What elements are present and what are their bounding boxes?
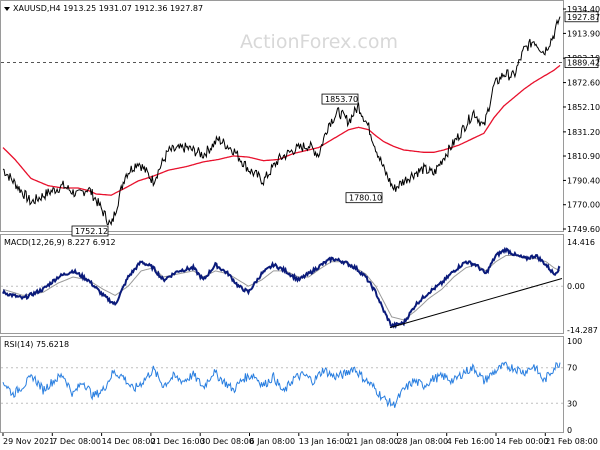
macd-y-axis: 14.416 0.00 -14.287 <box>567 238 598 335</box>
moving-average-line <box>2 64 561 196</box>
main-y-tick-label: 1770.00 <box>567 201 600 210</box>
x-tick-label: 21 Feb 08:00 <box>545 437 597 446</box>
x-tick-label: 4 Feb 16:00 <box>447 437 494 446</box>
main-y-tick-label: 1934.40 <box>567 5 600 14</box>
macd-signal-line <box>2 255 561 321</box>
x-tick-label: 30 Dec 08:00 <box>200 437 254 446</box>
annotation-1752-label: 1752.12 <box>75 227 108 236</box>
macd-y-tick-label: 0.00 <box>567 282 585 291</box>
rsi-y-axis: 100 70 30 0 <box>567 337 582 435</box>
macd-trendline <box>389 278 563 329</box>
x-tick-label: 29 Nov 2021 <box>3 437 54 446</box>
main-header: XAUUSD,H4 1913.25 1931.07 1912.36 1927.8… <box>4 4 203 13</box>
x-tick-label: 21 Dec 16:00 <box>151 437 205 446</box>
macd-panel-frame <box>0 234 564 334</box>
rsi-panel-frame <box>0 336 564 433</box>
main-y-tick-label: 1852.10 <box>567 103 600 112</box>
x-tick-label: 14 Dec 08:00 <box>102 437 156 446</box>
annotation-1853: 1853.70 <box>321 93 359 105</box>
x-tick-label: 21 Jan 08:00 <box>348 437 399 446</box>
main-y-tick-label: 1872.60 <box>567 79 600 88</box>
main-y-tick-label: 1810.90 <box>567 152 600 161</box>
macd-y-tick-label: -14.287 <box>567 326 598 335</box>
triangle-down-icon <box>4 7 10 11</box>
annotation-1780-label: 1780.10 <box>349 194 382 203</box>
main-y-tick-label: 1790.40 <box>567 176 600 185</box>
x-tick-label: 14 Feb 00:00 <box>496 437 548 446</box>
main-panel-frame <box>0 0 564 232</box>
macd-line <box>2 246 561 329</box>
macd-header: MACD(12,26,9) 8.227 6.912 <box>4 238 116 247</box>
main-y-axis: 1934.401913.901893.101872.601852.101831.… <box>563 5 600 234</box>
x-tick-label: 13 Jan 16:00 <box>299 437 350 446</box>
rsi-y-tick-label: 30 <box>567 399 577 408</box>
level-price-tag: 1889.42 <box>564 57 600 68</box>
rsi-y-tick-label: 100 <box>567 337 582 346</box>
main-y-tick-label: 1831.20 <box>567 128 600 137</box>
x-tick-label: 7 Dec 08:00 <box>52 437 101 446</box>
level-price-label: 1889.42 <box>567 59 600 68</box>
current-price-tag: 1927.87 <box>564 11 600 23</box>
rsi-y-tick-label: 70 <box>567 364 577 373</box>
rsi-header: RSI(14) 75.6218 <box>4 340 69 349</box>
macd-y-tick-label: 14.416 <box>567 238 595 247</box>
main-y-tick-label: 1749.60 <box>567 225 600 234</box>
rsi-line <box>2 361 561 408</box>
x-tick-label: 28 Jan 08:00 <box>397 437 448 446</box>
watermark: ActionForex.com <box>240 31 398 53</box>
annotation-1752: 1752.12 <box>71 225 109 237</box>
current-price-label: 1927.87 <box>567 13 600 22</box>
annotation-1853-label: 1853.70 <box>325 95 358 104</box>
main-header-text: XAUUSD,H4 1913.25 1931.07 1912.36 1927.8… <box>13 4 203 13</box>
annotation-1780: 1780.10 <box>345 192 383 204</box>
rsi-y-tick-label: 0 <box>567 426 572 435</box>
price-line <box>2 16 561 227</box>
main-y-tick-label: 1913.90 <box>567 29 600 38</box>
x-tick-label: 6 Jan 08:00 <box>250 437 296 446</box>
